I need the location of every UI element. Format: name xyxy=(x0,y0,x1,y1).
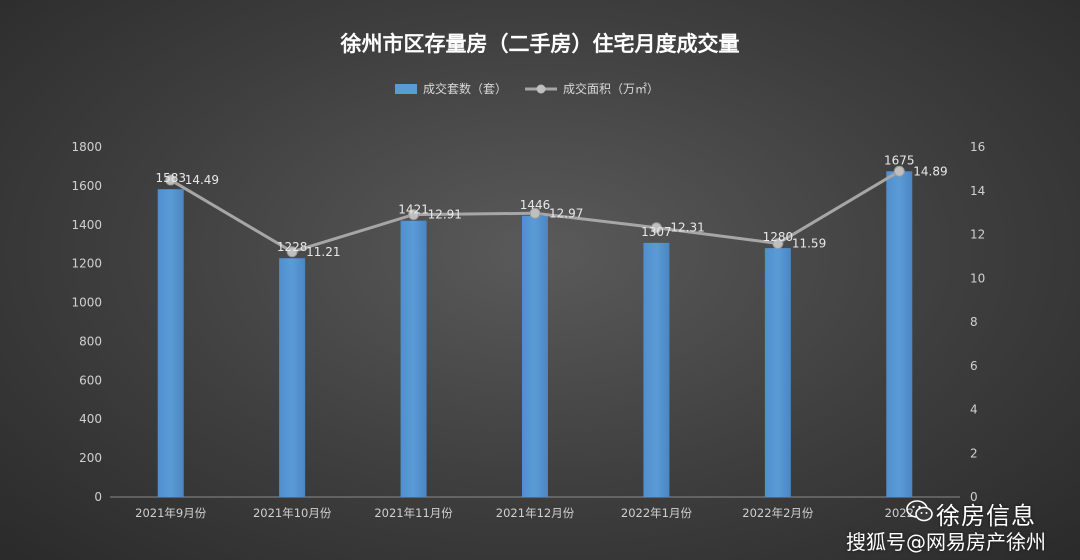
y-right-tick-label: 12 xyxy=(970,228,985,242)
legend-bar-swatch xyxy=(395,84,417,94)
bar xyxy=(157,189,184,497)
y-left-tick-label: 0 xyxy=(94,490,102,504)
bar-series xyxy=(157,171,913,498)
x-tick-label: 2022年1月份 xyxy=(621,506,693,520)
y-right-tick-label: 8 xyxy=(970,315,978,329)
x-tick-label: 2021年12月份 xyxy=(496,506,575,520)
line-point xyxy=(650,222,662,234)
y-left-tick-label: 1000 xyxy=(71,296,102,310)
legend-bar-label: 成交套数（套） xyxy=(423,81,507,96)
y-left-tick-label: 200 xyxy=(79,451,102,465)
y-left-tick-label: 1200 xyxy=(71,257,102,271)
bar xyxy=(886,171,913,498)
y-left-tick-label: 1400 xyxy=(71,218,102,232)
line-value-label: 12.97 xyxy=(549,206,583,220)
bar-value-label: 1307 xyxy=(641,225,672,239)
x-tick-label: 2021年10月份 xyxy=(253,506,332,520)
y-right-tick-label: 6 xyxy=(970,359,978,373)
data-labels: 1583 1228 1421 1446 1307 1280 1675 14.49 11.21 12… xyxy=(155,153,947,258)
y-left-tick-label: 1800 xyxy=(71,140,102,154)
y-right-tick-label: 4 xyxy=(970,403,978,417)
line-value-label: 14.89 xyxy=(913,164,947,178)
line-value-label: 12.31 xyxy=(670,221,704,235)
line-point xyxy=(408,209,420,221)
axes: 0 200 400 600 800 1000 1200 1400 1600 1800 0 2 4 6 8 10… xyxy=(71,140,985,520)
x-tick-label: 2021年9月份 xyxy=(135,506,207,520)
legend-line-marker xyxy=(536,84,546,94)
y-left-tick-label: 1600 xyxy=(71,179,102,193)
bar-value-label: 1446 xyxy=(520,198,551,212)
y-right-tick-label: 0 xyxy=(970,490,978,504)
line-point xyxy=(529,207,541,219)
bar-value-label: 1675 xyxy=(884,153,915,167)
bar xyxy=(522,215,548,498)
line-series xyxy=(165,165,905,258)
line-point xyxy=(893,165,905,177)
line-point xyxy=(286,246,298,258)
x-tick-label: 2021年11月份 xyxy=(374,506,453,520)
bar-value-label: 1421 xyxy=(398,203,429,217)
wechat-icon xyxy=(906,500,933,522)
bar xyxy=(764,248,791,497)
line-value-label: 14.49 xyxy=(185,173,219,187)
bar xyxy=(279,258,306,497)
bar-value-label: 1583 xyxy=(155,171,186,185)
line-value-label: 11.21 xyxy=(306,245,340,259)
y-right-tick-label: 14 xyxy=(970,184,985,198)
line-point xyxy=(772,237,784,249)
y-left-tick-label: 800 xyxy=(79,334,102,348)
y-right-tick-label: 10 xyxy=(970,271,985,285)
y-right-tick-label: 16 xyxy=(970,140,985,154)
watermark-brand: 徐房信息 xyxy=(936,502,1036,530)
bar-value-label: 1280 xyxy=(763,230,794,244)
legend: 成交套数（套） 成交面积（万㎡） xyxy=(395,81,659,96)
bar xyxy=(643,242,670,497)
line-point xyxy=(165,174,177,186)
watermark-source: 搜狐号@网易房产徐州 xyxy=(846,530,1046,554)
chart-title: 徐州市区存量房（二手房）住宅月度成交量 xyxy=(340,32,740,56)
line-value-label: 11.59 xyxy=(792,236,826,250)
legend-line-label: 成交面积（万㎡） xyxy=(563,81,659,96)
y-right-tick-label: 2 xyxy=(970,446,978,460)
y-left-tick-label: 600 xyxy=(79,373,102,387)
bar-value-label: 1228 xyxy=(277,240,308,254)
y-left-tick-label: 400 xyxy=(79,412,102,426)
x-tick-label: 2022年2月份 xyxy=(742,506,814,520)
line-value-label: 12.91 xyxy=(428,208,462,222)
bar xyxy=(400,220,427,497)
